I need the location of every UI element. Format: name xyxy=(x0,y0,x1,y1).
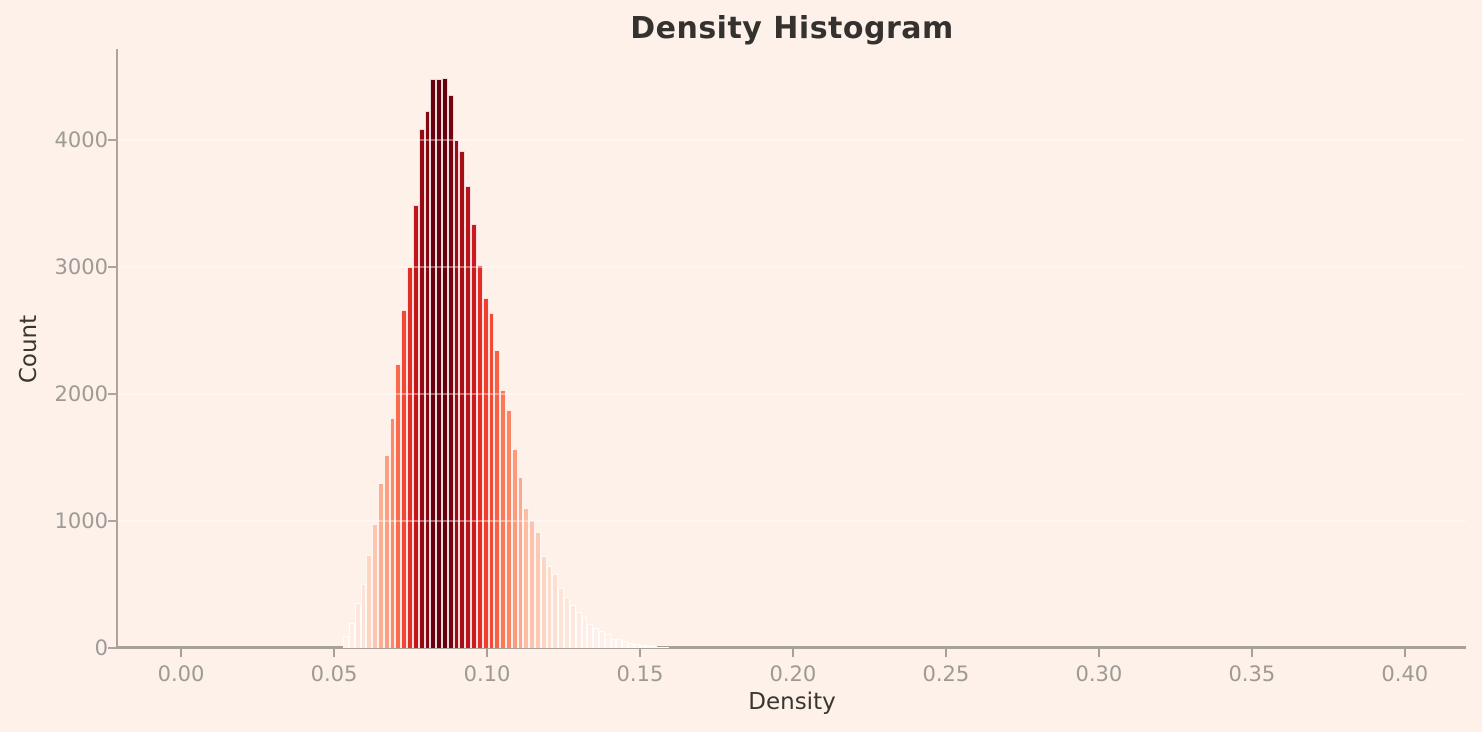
histogram-bar xyxy=(418,128,425,648)
x-tick-label: 0.30 xyxy=(1075,662,1123,686)
histogram-bar xyxy=(348,622,355,648)
histogram-bar xyxy=(430,79,437,648)
histogram-bar xyxy=(465,186,472,648)
y-axis-label: Count xyxy=(16,314,42,384)
x-tick-mark xyxy=(1250,649,1253,657)
x-tick-label: 0.15 xyxy=(616,662,664,686)
histogram-bar xyxy=(575,611,582,648)
histogram-bar xyxy=(447,94,454,648)
histogram-bar xyxy=(395,364,402,648)
histogram-bar xyxy=(343,635,349,648)
y-tick-label: 2000 xyxy=(54,382,108,407)
y-gridline xyxy=(118,393,1466,396)
histogram-bar xyxy=(383,455,390,648)
histogram-bar xyxy=(628,643,634,648)
x-tick-label: 0.20 xyxy=(769,662,817,686)
x-tick-label: 0.35 xyxy=(1228,662,1276,686)
histogram-bar xyxy=(360,583,367,648)
histogram-bar xyxy=(401,309,408,648)
x-tick-label: 0.25 xyxy=(922,662,970,686)
histogram-bar xyxy=(651,646,658,648)
histogram-bar xyxy=(436,79,442,648)
y-tick-label: 1000 xyxy=(54,509,108,534)
x-tick-label: 0.00 xyxy=(157,662,205,686)
histogram-bar xyxy=(552,573,559,648)
histogram-bar xyxy=(657,646,663,648)
histogram-bar xyxy=(424,111,431,648)
histogram-bar xyxy=(558,587,565,648)
y-tick-mark xyxy=(108,266,116,269)
histogram-bar xyxy=(593,628,599,648)
histogram-bar xyxy=(389,418,396,648)
histogram-bar xyxy=(459,150,466,648)
histogram-bar xyxy=(639,644,646,648)
histogram-bar xyxy=(412,205,419,648)
histogram-bar xyxy=(598,630,605,648)
y-gridline xyxy=(118,139,1466,142)
histogram-bar xyxy=(453,140,460,648)
x-tick-mark xyxy=(485,649,488,657)
histogram-bar xyxy=(587,623,594,648)
histogram-bar xyxy=(662,647,669,648)
x-axis-line xyxy=(116,646,1466,649)
histogram-bar xyxy=(482,297,489,648)
histogram-bar xyxy=(604,634,611,648)
y-tick-mark xyxy=(108,520,116,523)
x-tick-label: 0.40 xyxy=(1381,662,1429,686)
histogram-bar xyxy=(633,644,640,648)
x-tick-mark xyxy=(332,649,335,657)
y-tick-label: 3000 xyxy=(54,255,108,280)
y-tick-label: 4000 xyxy=(54,128,108,153)
histogram-bar xyxy=(564,597,570,648)
y-gridline xyxy=(118,266,1466,269)
x-axis-label: Density xyxy=(748,689,836,715)
y-axis-line xyxy=(116,49,118,649)
x-tick-mark xyxy=(638,649,641,657)
histogram-bar xyxy=(494,349,501,648)
histogram-bar xyxy=(407,267,413,648)
histogram-bar xyxy=(441,77,448,648)
histogram-bar xyxy=(488,312,495,648)
histogram-bar xyxy=(500,390,506,648)
chart-title: Density Histogram xyxy=(630,11,954,46)
x-tick-mark xyxy=(1403,649,1406,657)
y-tick-label: 0 xyxy=(94,636,108,660)
histogram-bar xyxy=(610,639,617,648)
histogram-bar xyxy=(354,602,361,648)
y-tick-mark xyxy=(108,393,116,396)
histogram-bar xyxy=(546,566,553,648)
histogram-bar xyxy=(366,555,373,648)
x-tick-label: 0.10 xyxy=(463,662,511,686)
plot-area xyxy=(118,49,1466,648)
histogram-bar xyxy=(505,410,512,648)
x-tick-mark xyxy=(791,649,794,657)
histogram-bar xyxy=(616,639,623,648)
histogram-bar xyxy=(476,264,483,648)
histogram-bar xyxy=(529,519,535,648)
histogram-bar xyxy=(517,476,524,648)
x-tick-label: 0.05 xyxy=(310,662,358,686)
x-tick-mark xyxy=(944,649,947,657)
histogram-bar xyxy=(535,531,541,648)
histogram-bar xyxy=(471,224,477,648)
histogram-bar xyxy=(372,523,379,648)
histogram-bar xyxy=(645,645,652,648)
histogram-bar xyxy=(540,556,547,648)
y-gridline xyxy=(118,520,1466,523)
histogram-bar xyxy=(581,616,588,648)
histogram-bar xyxy=(622,641,628,648)
histogram-bar xyxy=(378,483,384,648)
histogram-bar xyxy=(511,449,518,648)
x-tick-mark xyxy=(1097,649,1100,657)
y-tick-mark xyxy=(108,647,116,649)
x-tick-mark xyxy=(180,649,183,657)
histogram-bar xyxy=(523,508,530,648)
y-tick-mark xyxy=(108,139,116,142)
histogram-bar xyxy=(569,604,576,648)
